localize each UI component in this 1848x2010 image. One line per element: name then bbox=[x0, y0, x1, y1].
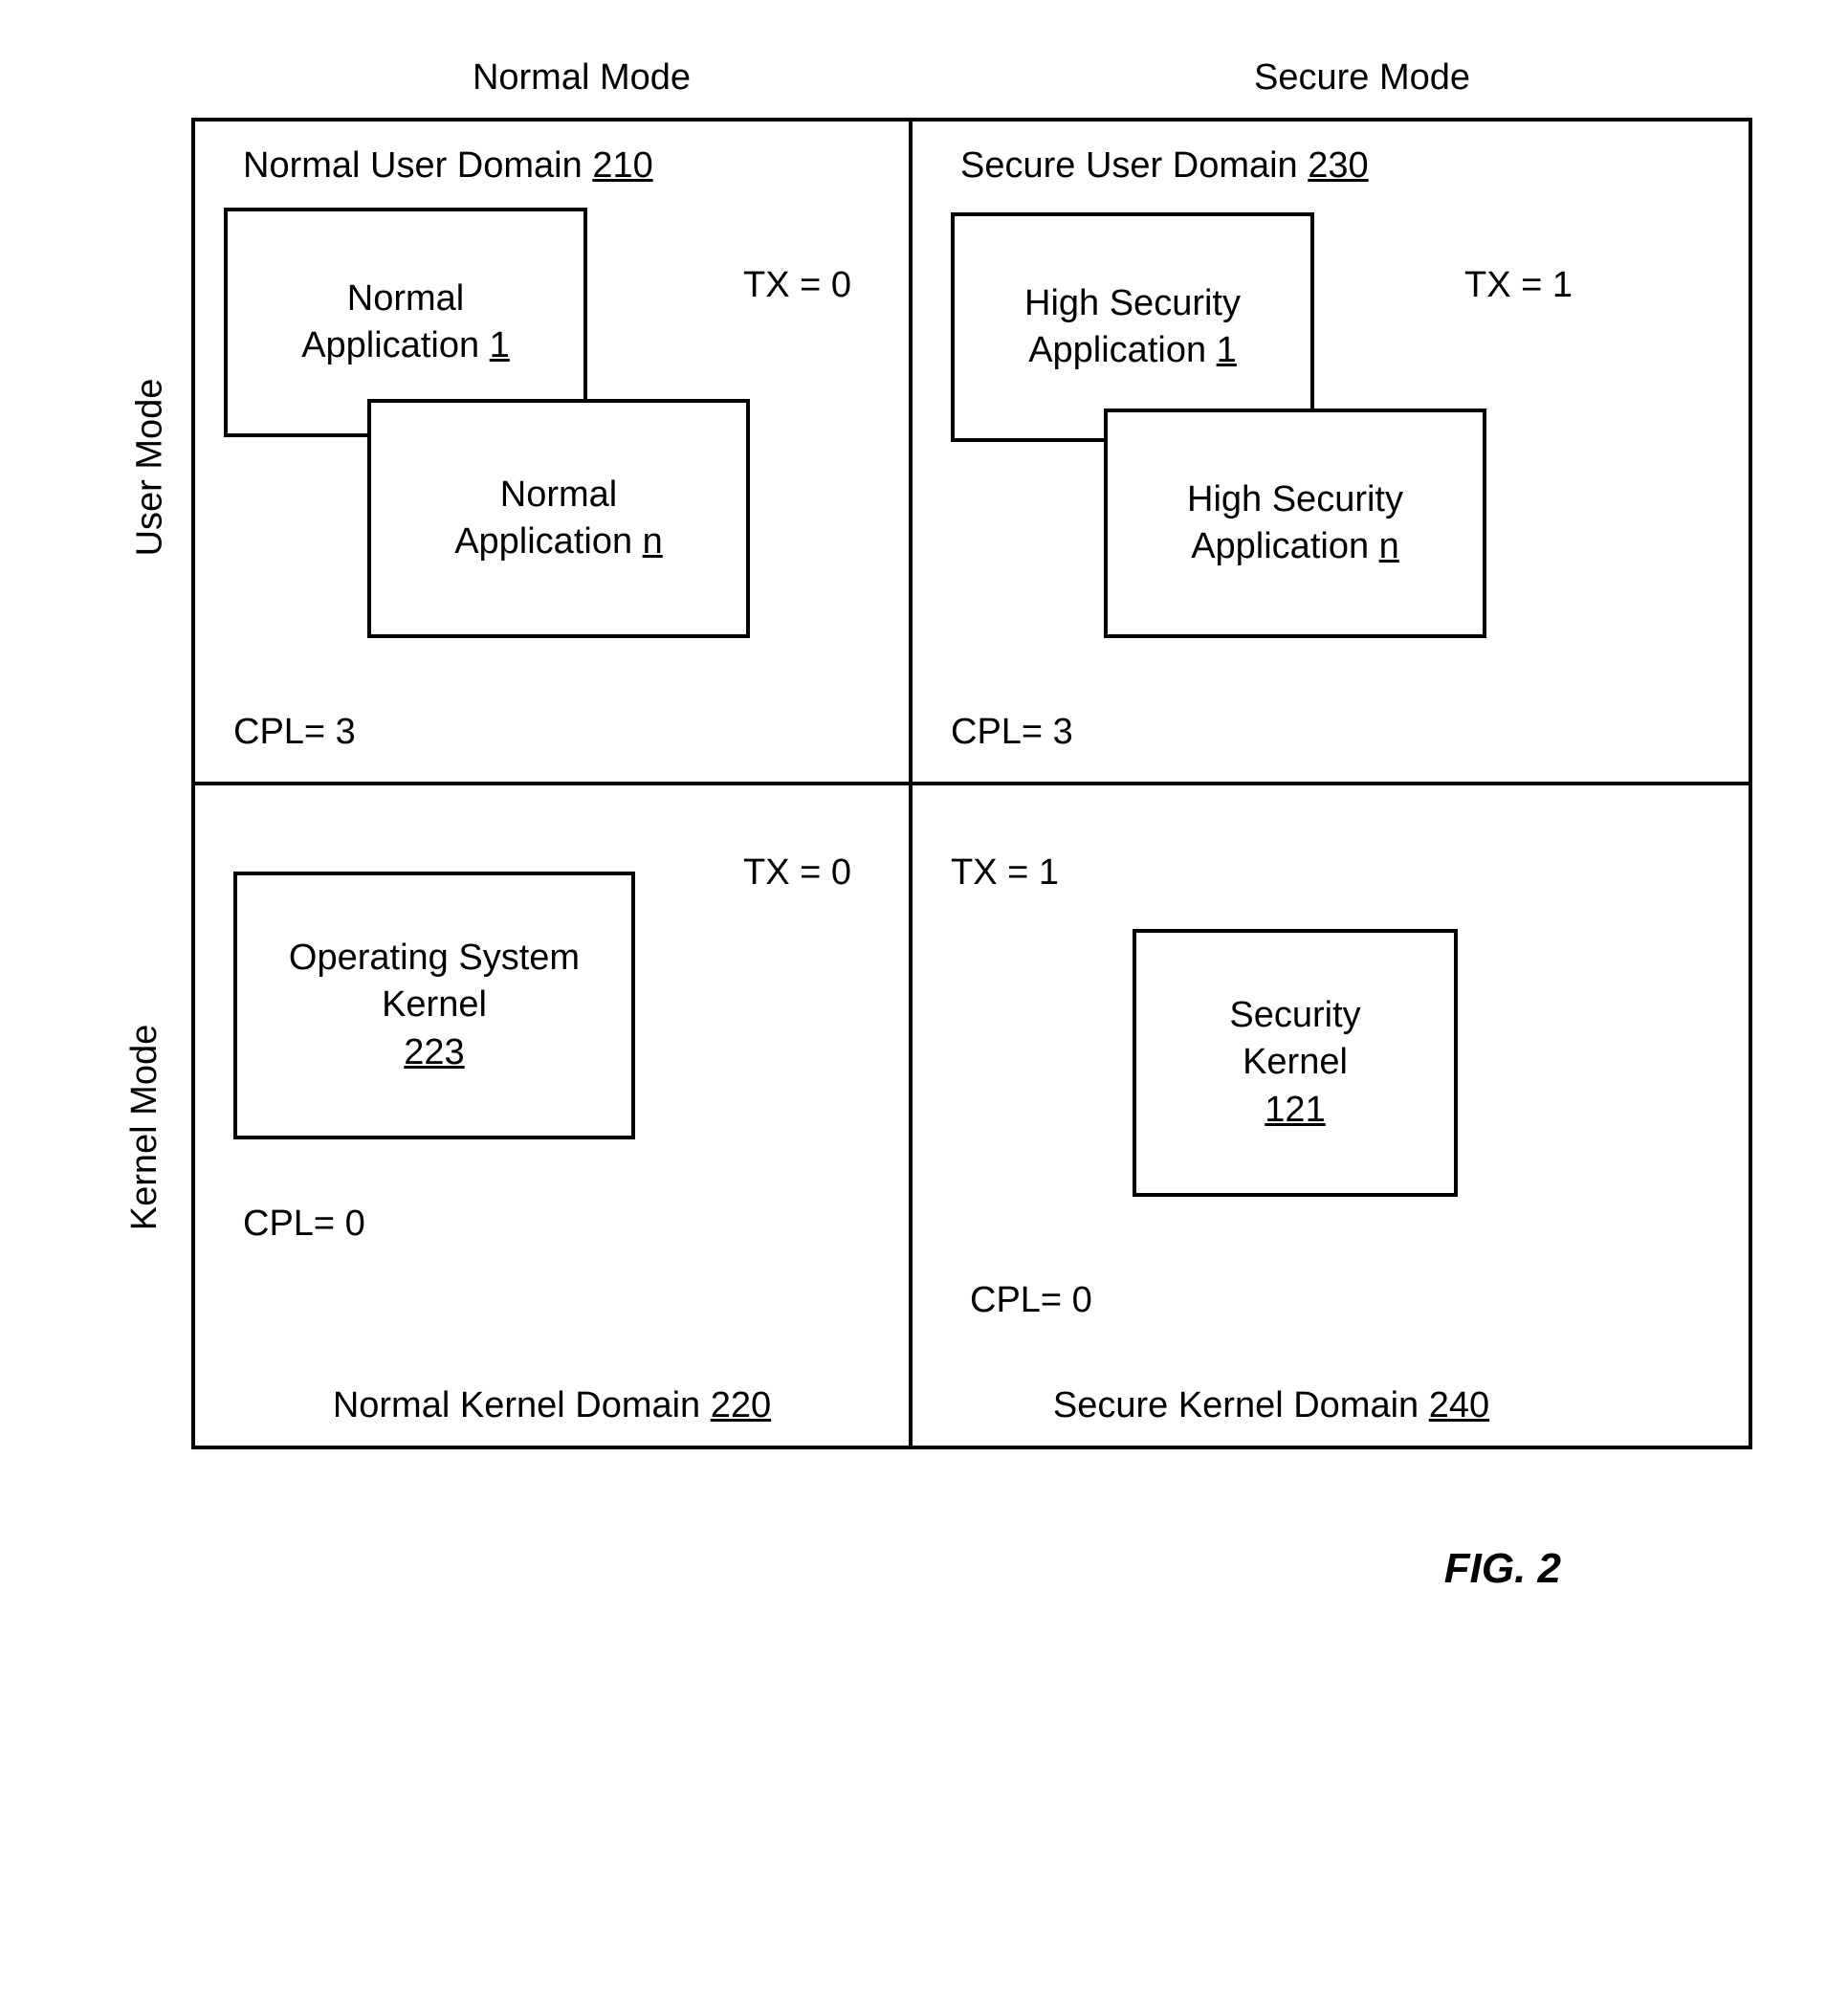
secure-app-n-box: High Security Application n bbox=[1104, 409, 1486, 638]
column-headers: Normal Mode Secure Mode bbox=[191, 57, 1752, 118]
line1: Security bbox=[1229, 995, 1360, 1035]
line2-prefix: Application bbox=[301, 325, 489, 365]
secure-kernel-title: Secure Kernel Domain 240 bbox=[913, 1385, 1630, 1426]
secure-app-1-box: High Security Application 1 bbox=[951, 212, 1314, 442]
line1: High Security bbox=[1024, 283, 1241, 323]
title-num: 220 bbox=[711, 1385, 771, 1425]
quadrant-secure-user: Secure User Domain 230 TX = 1 CPL= 3 Hig… bbox=[913, 121, 1630, 782]
title-num: 240 bbox=[1429, 1385, 1489, 1425]
row-kernel-mode: TX = 0 CPL= 0 Normal Kernel Domain 220 O… bbox=[195, 785, 1749, 1446]
quadrant-secure-kernel: TX = 1 CPL= 0 Secure Kernel Domain 240 S… bbox=[913, 785, 1630, 1446]
line2-prefix: Application bbox=[1028, 330, 1216, 370]
normal-app-n-box: Normal Application n bbox=[367, 399, 750, 638]
title-text: Secure Kernel Domain bbox=[1053, 1385, 1429, 1425]
row-user-mode: Normal User Domain 210 TX = 0 CPL= 3 Nor… bbox=[195, 121, 1749, 785]
title-num: 210 bbox=[592, 145, 652, 186]
title-text: Normal User Domain bbox=[243, 145, 592, 186]
cpl-label: CPL= 0 bbox=[243, 1204, 365, 1245]
normal-user-title: Normal User Domain 210 bbox=[243, 145, 880, 187]
line2-num: 1 bbox=[1217, 330, 1237, 370]
line2-prefix: Application bbox=[1191, 526, 1378, 566]
box-num: 121 bbox=[1265, 1090, 1325, 1130]
tx-label: TX = 0 bbox=[743, 852, 851, 894]
line2-num: n bbox=[1379, 526, 1399, 566]
security-kernel-box: Security Kernel 121 bbox=[1133, 929, 1458, 1197]
diagram-container: Normal Mode Secure Mode User Mode Kernel… bbox=[191, 57, 1752, 1449]
quadrant-normal-kernel: TX = 0 CPL= 0 Normal Kernel Domain 220 O… bbox=[195, 785, 913, 1446]
row-label-user: User Mode bbox=[129, 379, 170, 557]
cpl-label: CPL= 3 bbox=[951, 712, 1073, 753]
app-text: High Security Application n bbox=[1187, 476, 1403, 571]
cpl-label: CPL= 0 bbox=[970, 1280, 1092, 1321]
line2-num: n bbox=[643, 521, 663, 562]
secure-user-title: Secure User Domain 230 bbox=[960, 145, 1601, 187]
os-kernel-box: Operating System Kernel 223 bbox=[233, 872, 635, 1139]
title-num: 230 bbox=[1308, 145, 1368, 186]
line2-prefix: Application bbox=[454, 521, 642, 562]
line1: Normal bbox=[347, 278, 464, 319]
col-header-secure: Secure Mode bbox=[972, 57, 1752, 118]
cpl-label: CPL= 3 bbox=[233, 712, 356, 753]
line2: Kernel bbox=[382, 984, 487, 1025]
col-header-normal: Normal Mode bbox=[191, 57, 972, 118]
line1: Operating System bbox=[289, 938, 580, 978]
app-text: Normal Application n bbox=[454, 472, 663, 566]
line2: Kernel bbox=[1243, 1042, 1348, 1082]
tx-label: TX = 1 bbox=[951, 852, 1059, 894]
box-text: Security Kernel 121 bbox=[1229, 992, 1360, 1134]
quadrant-normal-user: Normal User Domain 210 TX = 0 CPL= 3 Nor… bbox=[195, 121, 913, 782]
line1: Normal bbox=[500, 475, 617, 515]
app-text: High Security Application 1 bbox=[1024, 280, 1241, 375]
line2-num: 1 bbox=[490, 325, 510, 365]
normal-kernel-title: Normal Kernel Domain 220 bbox=[195, 1385, 909, 1426]
tx-label: TX = 1 bbox=[1464, 265, 1573, 306]
figure-caption: FIG. 2 bbox=[96, 1545, 1561, 1593]
row-label-kernel: Kernel Mode bbox=[124, 1025, 165, 1230]
tx-label: TX = 0 bbox=[743, 265, 851, 306]
main-grid: User Mode Kernel Mode Normal User Domain… bbox=[191, 118, 1752, 1449]
line1: High Security bbox=[1187, 479, 1403, 519]
title-text: Normal Kernel Domain bbox=[333, 1385, 711, 1425]
box-num: 223 bbox=[404, 1032, 464, 1072]
title-text: Secure User Domain bbox=[960, 145, 1308, 186]
app-text: Normal Application 1 bbox=[301, 276, 510, 370]
box-text: Operating System Kernel 223 bbox=[289, 935, 580, 1076]
